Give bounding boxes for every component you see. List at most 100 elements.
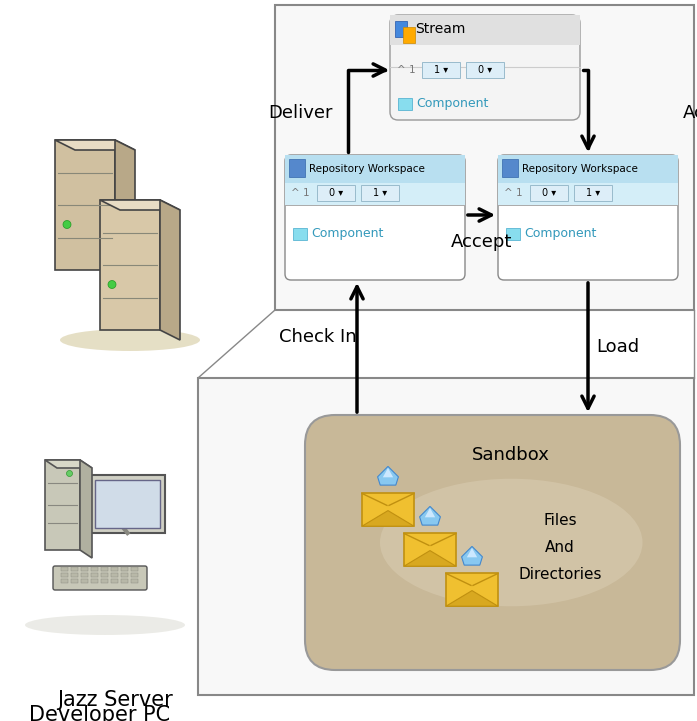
Bar — [289, 159, 305, 177]
Text: Jazz Server: Jazz Server — [57, 690, 173, 710]
Polygon shape — [45, 460, 80, 550]
Text: 1 ▾: 1 ▾ — [373, 188, 387, 198]
Polygon shape — [115, 140, 135, 280]
Bar — [361, 185, 399, 201]
Bar — [502, 159, 518, 177]
Bar — [498, 183, 678, 205]
Text: Sandbox: Sandbox — [473, 446, 550, 464]
Bar — [466, 62, 504, 78]
Bar — [198, 378, 694, 695]
Bar — [395, 21, 407, 37]
Text: Component: Component — [524, 226, 597, 239]
Bar — [61, 573, 68, 577]
Polygon shape — [160, 200, 180, 340]
Bar — [91, 573, 98, 577]
Polygon shape — [424, 508, 435, 518]
Text: ^ 1: ^ 1 — [291, 188, 309, 198]
Bar — [530, 185, 568, 201]
Polygon shape — [404, 551, 456, 566]
Polygon shape — [45, 460, 92, 468]
Bar — [403, 27, 415, 43]
Polygon shape — [446, 590, 498, 606]
Polygon shape — [362, 510, 414, 526]
Bar — [91, 567, 98, 571]
Bar — [102, 517, 153, 525]
Text: Check In: Check In — [279, 329, 357, 347]
Bar — [121, 579, 128, 583]
Text: Repository Workspace: Repository Workspace — [522, 164, 638, 174]
Bar — [61, 579, 68, 583]
Polygon shape — [461, 547, 482, 565]
Polygon shape — [383, 468, 393, 477]
Bar — [101, 567, 108, 571]
Text: Developer PC: Developer PC — [29, 705, 171, 721]
Polygon shape — [100, 200, 160, 330]
Bar — [101, 573, 108, 577]
Polygon shape — [378, 466, 399, 485]
Bar — [81, 573, 88, 577]
Text: Files
And
Directories: Files And Directories — [519, 513, 602, 582]
Text: Accept: Accept — [451, 233, 512, 251]
Bar — [61, 567, 68, 571]
Polygon shape — [55, 140, 115, 270]
Bar — [317, 185, 355, 201]
Text: Load: Load — [596, 338, 639, 356]
Bar — [91, 579, 98, 583]
Text: Repository Workspace: Repository Workspace — [309, 164, 425, 174]
Bar — [121, 573, 128, 577]
Bar — [422, 62, 460, 78]
Text: Stream: Stream — [415, 22, 466, 36]
Bar — [111, 573, 118, 577]
Text: 1 ▾: 1 ▾ — [586, 188, 600, 198]
Bar — [111, 579, 118, 583]
Polygon shape — [362, 493, 414, 526]
Circle shape — [63, 221, 71, 229]
Circle shape — [66, 471, 72, 477]
Bar — [131, 567, 138, 571]
Bar — [101, 579, 108, 583]
FancyBboxPatch shape — [390, 15, 580, 120]
Polygon shape — [55, 140, 135, 150]
Bar — [95, 480, 160, 528]
Polygon shape — [100, 200, 180, 210]
Polygon shape — [80, 460, 92, 558]
Text: 0 ▾: 0 ▾ — [478, 65, 492, 75]
Text: 0 ▾: 0 ▾ — [329, 188, 343, 198]
Text: Accept: Accept — [683, 104, 697, 122]
Bar — [71, 567, 78, 571]
Bar — [81, 579, 88, 583]
Bar — [275, 5, 694, 310]
Polygon shape — [90, 475, 165, 533]
Ellipse shape — [380, 479, 643, 606]
Text: 0 ▾: 0 ▾ — [542, 188, 556, 198]
Bar — [506, 228, 520, 240]
Text: Deliver: Deliver — [268, 104, 333, 122]
Bar — [398, 98, 412, 110]
Polygon shape — [404, 534, 456, 566]
Text: Component: Component — [311, 226, 383, 239]
Text: 1 ▾: 1 ▾ — [434, 65, 448, 75]
Bar — [71, 573, 78, 577]
FancyBboxPatch shape — [305, 415, 680, 670]
Bar — [498, 155, 678, 183]
Bar — [285, 155, 465, 183]
Bar — [285, 183, 465, 205]
Circle shape — [108, 280, 116, 288]
Bar — [81, 567, 88, 571]
Text: ^ 1: ^ 1 — [504, 188, 523, 198]
Bar — [390, 15, 580, 45]
FancyBboxPatch shape — [53, 566, 147, 590]
Bar — [293, 228, 307, 240]
Bar — [71, 579, 78, 583]
FancyBboxPatch shape — [498, 155, 678, 280]
Bar — [131, 579, 138, 583]
Polygon shape — [446, 573, 498, 606]
Polygon shape — [467, 548, 477, 557]
Ellipse shape — [25, 615, 185, 635]
Text: ^ 1: ^ 1 — [397, 65, 415, 75]
Bar — [121, 567, 128, 571]
Bar — [111, 567, 118, 571]
Text: Component: Component — [416, 97, 489, 110]
Bar — [574, 185, 612, 201]
Bar — [131, 573, 138, 577]
